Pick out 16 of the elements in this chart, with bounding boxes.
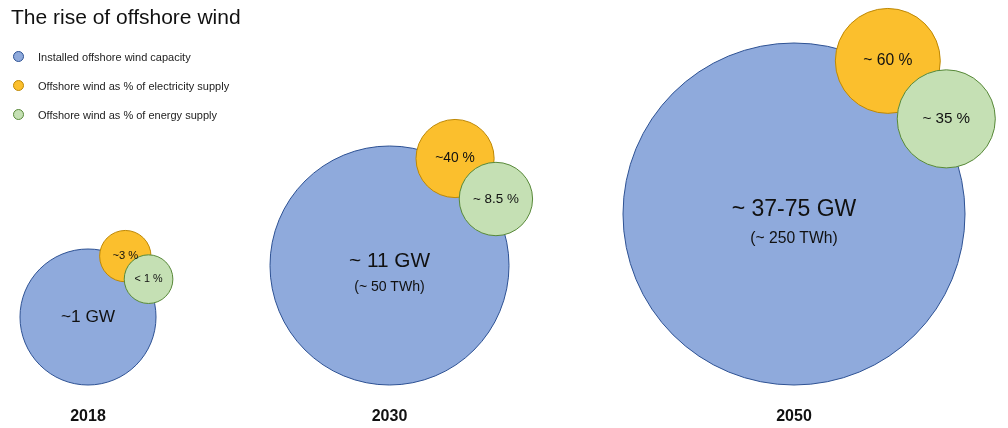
legend-label: Offshore wind as % of electricity supply — [38, 79, 230, 92]
legend-label: Installed offshore wind capacity — [38, 50, 191, 63]
data-label: < 1 % — [134, 272, 163, 285]
category-label: 2050 — [776, 406, 812, 424]
legend-label: Offshore wind as % of energy supply — [38, 108, 217, 121]
data-label: ~40 % — [435, 150, 475, 166]
text: The rise of offshore wind — [11, 4, 241, 30]
data-label: ~ 60 % — [863, 51, 913, 69]
data-label: ~ 35 % — [922, 109, 971, 127]
data-label: ~ 8.5 % — [473, 190, 519, 206]
data-label: ~ 11 GW (~ 50 TWh) — [348, 248, 431, 295]
category-label: 2030 — [371, 406, 408, 424]
category-label: 2018 — [70, 406, 106, 424]
data-label: ~ 37-75 GW (~ 250 TWh) — [731, 194, 857, 246]
data-label: ~1 GW — [60, 305, 116, 326]
data-label: ~3 % — [112, 249, 139, 262]
